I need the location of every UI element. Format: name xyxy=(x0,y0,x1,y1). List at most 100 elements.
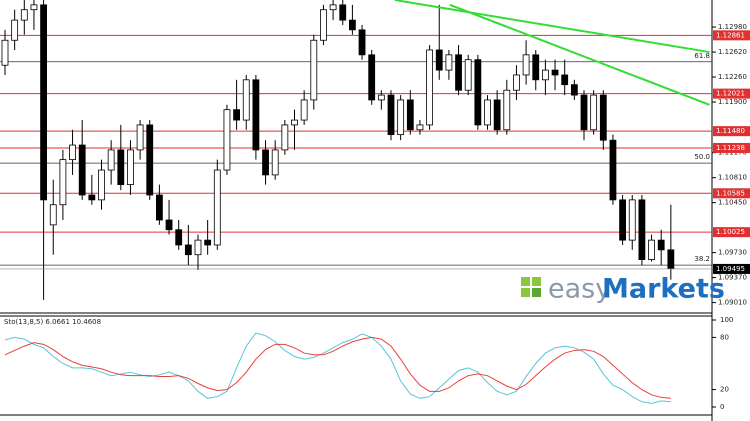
candle-body xyxy=(98,169,105,201)
candle-body xyxy=(377,94,385,101)
candle-body xyxy=(435,49,443,71)
candle-body xyxy=(136,124,144,151)
stoch-line xyxy=(4,336,671,399)
trendline xyxy=(449,3,710,106)
candle-body xyxy=(657,239,665,251)
trendline xyxy=(394,0,710,54)
y-tick-label: 100 xyxy=(720,316,733,324)
watermark-logo xyxy=(521,277,541,297)
candle-body xyxy=(194,239,202,256)
fib-label: 61.8 xyxy=(694,52,710,60)
candle-body xyxy=(1,39,9,66)
y-tick-label: 1.10450 xyxy=(718,199,747,207)
candle-body xyxy=(204,239,212,246)
candle-body xyxy=(281,124,289,151)
candle-body xyxy=(127,149,134,186)
candle-body xyxy=(271,149,279,176)
candle-body xyxy=(513,74,520,91)
y-tick-label: 1.12260 xyxy=(718,73,747,81)
candle-body xyxy=(146,124,154,196)
candle-body xyxy=(165,219,173,231)
candle-body xyxy=(667,249,675,269)
y-tick-label: 20 xyxy=(720,386,729,394)
y-tick-label: 1.12980 xyxy=(718,23,747,31)
candle-body xyxy=(387,94,395,136)
watermark-text: easy xyxy=(548,274,611,305)
candle-body xyxy=(320,9,327,41)
y-tick-label: 1.10810 xyxy=(718,174,747,182)
candle-body xyxy=(348,19,356,31)
y-tick-label: 1.12620 xyxy=(718,48,747,56)
y-tick-label: 1.09370 xyxy=(718,274,747,282)
candle-body xyxy=(638,199,646,260)
candle-body xyxy=(252,79,260,151)
level-tag xyxy=(713,227,750,238)
candle-body xyxy=(493,99,501,131)
y-tick-label: 1.09010 xyxy=(718,299,747,307)
level-label: 1.11480 xyxy=(716,127,745,135)
candle-body xyxy=(20,9,28,21)
candle-body xyxy=(648,239,655,260)
level-label: 1.10025 xyxy=(716,228,745,236)
candle-body xyxy=(107,149,115,171)
candle-body xyxy=(609,139,617,201)
watermark-text: Markets xyxy=(602,274,725,305)
candle-body xyxy=(570,84,578,96)
candle-body xyxy=(397,99,405,136)
candle-body xyxy=(551,69,559,76)
candle-body xyxy=(117,149,125,186)
candle-body xyxy=(69,144,76,161)
candle-body xyxy=(300,99,308,121)
candle-body xyxy=(590,94,598,131)
candle-body xyxy=(242,79,250,121)
candle-body xyxy=(59,159,67,206)
candle-body xyxy=(175,229,183,246)
candle-body xyxy=(11,19,19,41)
candle-body xyxy=(329,4,337,11)
candle-body xyxy=(599,94,607,141)
candle-body xyxy=(416,124,424,131)
level-tag xyxy=(713,126,750,137)
candle-body xyxy=(40,4,47,201)
candle-body xyxy=(310,39,318,101)
level-label: 1.12021 xyxy=(716,90,745,98)
y-tick-label: 0 xyxy=(720,403,724,411)
fib-label: 50.0 xyxy=(694,153,710,161)
candle-body xyxy=(445,54,453,71)
candle-body xyxy=(522,54,530,76)
candle-body xyxy=(358,29,366,56)
stoch-line xyxy=(4,332,671,405)
candle-body xyxy=(464,59,472,91)
candle-body xyxy=(184,244,192,256)
y-tick-label: 1.09730 xyxy=(718,249,747,257)
level-tag xyxy=(713,142,750,153)
candle-body xyxy=(628,199,636,241)
candle-body xyxy=(474,59,482,126)
candle-body xyxy=(155,194,163,221)
candle-body xyxy=(455,54,462,91)
candle-body xyxy=(368,54,376,101)
level-tag xyxy=(713,30,750,41)
y-tick-label: 80 xyxy=(720,333,729,341)
last-price-tag xyxy=(713,263,750,274)
level-label: 1.11238 xyxy=(716,144,745,152)
candle-body xyxy=(78,144,86,196)
candle-body xyxy=(426,49,434,126)
level-label: 1.10585 xyxy=(716,189,745,197)
level-label: 1.12861 xyxy=(716,31,745,39)
candle-body xyxy=(619,199,626,241)
candle-body xyxy=(291,119,298,126)
candle-body xyxy=(503,89,511,131)
candle-body xyxy=(580,94,588,131)
candle-body xyxy=(561,74,569,86)
candle-body xyxy=(484,99,491,126)
candle-body xyxy=(262,149,269,176)
candle-body xyxy=(213,169,221,246)
candle-body xyxy=(532,54,540,81)
candle-body xyxy=(542,69,549,81)
panel-title: Sto(13,8,5) 6.0661 10.4608 xyxy=(4,318,101,326)
candle-body xyxy=(339,4,347,21)
level-tag xyxy=(713,188,750,199)
candle-body xyxy=(30,4,38,11)
